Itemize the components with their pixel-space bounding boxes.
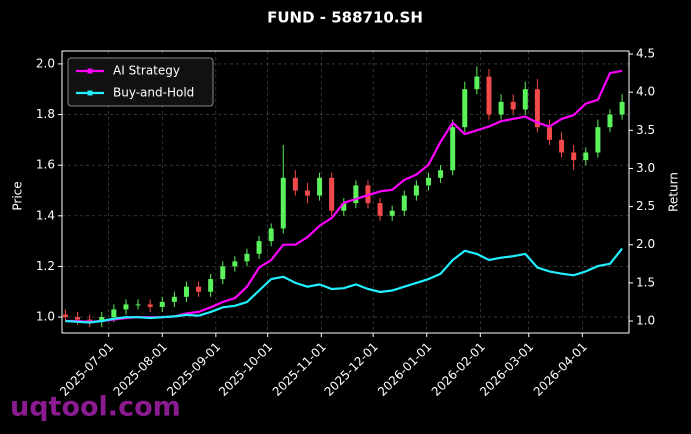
candle-body <box>196 286 202 292</box>
candle-body <box>486 76 492 115</box>
y2-axis-label: Return <box>667 172 681 212</box>
candle-body <box>389 210 395 216</box>
candle-body <box>534 89 540 128</box>
legend-marker <box>87 90 93 96</box>
candle-body <box>619 101 625 115</box>
candle-body <box>341 203 347 211</box>
candle-body <box>111 309 117 318</box>
candle-body <box>268 228 274 242</box>
y2-tick-label: 1.0 <box>636 314 655 328</box>
candle-body <box>304 190 310 196</box>
y2-tick-label: 3.5 <box>636 123 655 137</box>
series-line <box>65 247 623 324</box>
candle-body <box>571 152 577 161</box>
candle-body <box>522 89 528 110</box>
watermark: uqtool.com <box>10 392 181 423</box>
y2-tick-label: 2.5 <box>636 199 655 213</box>
candle-body <box>280 177 286 229</box>
candle-body <box>329 177 335 211</box>
plot-frame <box>61 50 630 334</box>
candle-body <box>317 177 323 196</box>
chart-title: FUND - 588710.SH <box>267 9 423 27</box>
y2-tick-label: 4.0 <box>636 85 655 99</box>
legend: AI Strategy Buy-and-Hold <box>67 57 214 107</box>
candle-body <box>474 76 480 90</box>
y2-tick-label: 3.0 <box>636 161 655 175</box>
candle-body <box>135 304 141 306</box>
candle-body <box>438 170 444 178</box>
y-tick-label: 2.0 <box>36 56 55 70</box>
candle-body <box>232 261 238 267</box>
candle-body <box>377 203 383 216</box>
candle-body <box>244 253 250 262</box>
candle-body <box>450 127 456 171</box>
y2-tick-label: 4.5 <box>636 47 655 61</box>
legend-label: AI Strategy <box>113 64 180 78</box>
candle-body <box>498 101 504 115</box>
legend-marker <box>87 68 93 74</box>
candle-body <box>256 241 262 254</box>
candle-body <box>220 266 226 280</box>
candle-body <box>607 114 613 128</box>
y2-tick-label: 2.0 <box>636 237 655 251</box>
candle-body <box>595 127 601 153</box>
y-tick-label: 1.2 <box>36 259 55 273</box>
candle-body <box>425 177 431 186</box>
candle-body <box>510 101 516 110</box>
candle-body <box>171 296 177 302</box>
candle-body <box>292 177 298 191</box>
candle-body <box>75 317 81 320</box>
legend-box <box>67 57 214 107</box>
candle-body <box>413 185 419 196</box>
candle-body <box>559 139 565 153</box>
candle-body <box>62 314 68 318</box>
candle-body <box>353 185 359 204</box>
candle-body <box>401 195 407 211</box>
candle-body <box>583 152 589 161</box>
y-axis-label: Price <box>11 181 25 210</box>
candle-body <box>208 279 214 292</box>
y-tick-label: 1.4 <box>36 208 55 222</box>
y-tick-label: 1.8 <box>36 107 55 121</box>
y2-tick-label: 1.5 <box>636 275 655 289</box>
candle-body <box>159 301 165 307</box>
candle-body <box>147 304 153 307</box>
y-tick-label: 1.0 <box>36 310 55 324</box>
candle-body <box>99 317 105 323</box>
legend-label: Buy-and-Hold <box>113 86 194 100</box>
y-tick-label: 1.6 <box>36 158 55 172</box>
candle-body <box>123 304 129 310</box>
candle-body <box>462 89 468 128</box>
candle-body <box>183 286 189 297</box>
candle-body <box>546 127 552 140</box>
